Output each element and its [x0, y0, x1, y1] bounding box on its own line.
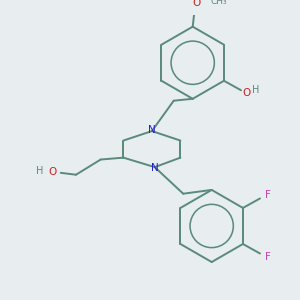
Text: CH₃: CH₃ — [211, 0, 228, 7]
Text: F: F — [265, 190, 271, 200]
Text: H: H — [36, 166, 43, 176]
Text: F: F — [265, 252, 271, 262]
Text: O: O — [192, 0, 201, 8]
Text: N: N — [148, 125, 156, 135]
Text: H: H — [252, 85, 259, 95]
Text: O: O — [243, 88, 251, 98]
Text: N: N — [151, 163, 159, 173]
Text: O: O — [48, 167, 56, 177]
